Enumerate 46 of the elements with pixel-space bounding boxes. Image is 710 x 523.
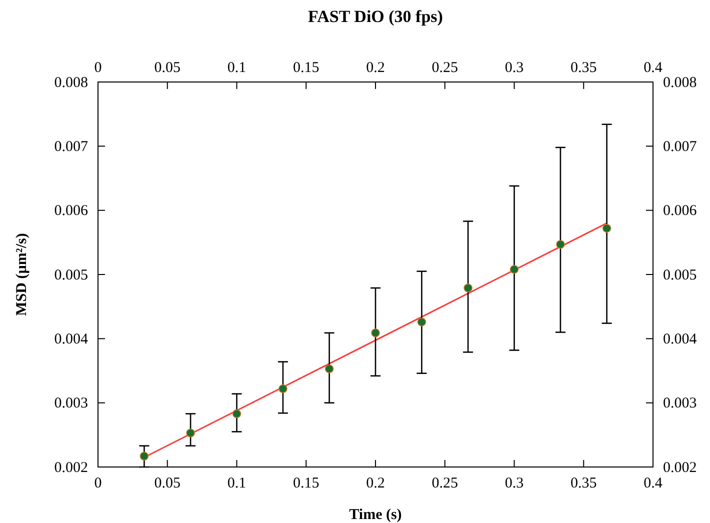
x-tick-label: 0.4 (644, 60, 663, 76)
y-tick-label: 0.004 (54, 331, 88, 348)
point (371, 328, 380, 338)
chart-title: FAST DiO (30 fps) (308, 7, 443, 26)
y-tick-label: 0.006 (54, 203, 88, 220)
x-axis-title: Time (s) (349, 507, 402, 523)
x2-tick-label: 0.25 (432, 476, 458, 492)
y-tick-label: 0.007 (54, 138, 88, 155)
y-tick-label: 0.005 (54, 267, 88, 284)
y-axis-title: MSD (µm²/s) (14, 233, 30, 316)
y2-tick-label: 0.006 (663, 203, 698, 220)
y2-tick-label: 0.005 (663, 267, 697, 284)
x-tick-label: 0.15 (293, 60, 320, 76)
x-tick-label: 0.2 (366, 60, 385, 76)
x2-tick-label: 0.1 (227, 476, 246, 492)
x2-tick-label: 0.3 (504, 476, 524, 492)
point (232, 409, 242, 418)
y2-tick-label: 0.008 (663, 74, 697, 91)
point (464, 284, 472, 292)
y-tick-label: 0.002 (54, 460, 88, 476)
y2-tick-label: 0.007 (663, 138, 698, 155)
x-tick-label: 0 (94, 60, 102, 76)
x2-tick-label: 0.35 (570, 476, 597, 492)
y-tick-label: 0.008 (54, 74, 88, 91)
point (186, 428, 195, 438)
x-tick-label: 0.35 (570, 60, 597, 76)
x2-tick-label: 0.2 (366, 476, 385, 492)
x2-tick-label: 0.05 (154, 476, 180, 492)
y2-tick-label: 0.003 (663, 396, 697, 412)
point (140, 452, 149, 460)
x2-tick-label: 0.15 (293, 476, 320, 492)
x-tick-label: 0.3 (504, 60, 524, 76)
point (417, 318, 426, 326)
y2-tick-label: 0.002 (663, 460, 697, 476)
x-tick-label: 0.1 (227, 60, 246, 76)
point (324, 364, 334, 374)
x-tick-label: 0.05 (154, 60, 180, 76)
x2-tick-label: 0.4 (644, 476, 663, 492)
point (556, 240, 565, 249)
point (602, 224, 612, 233)
x-tick-label: 0.25 (432, 60, 458, 76)
point (510, 264, 519, 274)
point (278, 384, 288, 394)
y2-tick-label: 0.004 (663, 331, 698, 348)
x2-tick-label: 0 (94, 476, 102, 492)
y-tick-label: 0.003 (54, 396, 88, 412)
